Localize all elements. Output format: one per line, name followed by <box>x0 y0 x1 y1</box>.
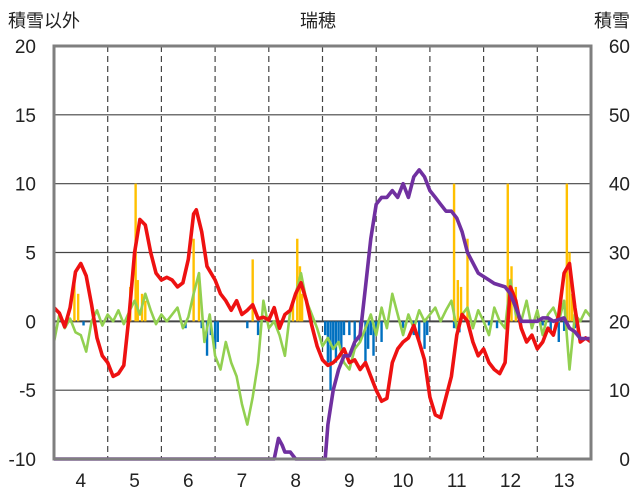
orange-bar-13 <box>300 293 304 322</box>
blue-bar-36 <box>541 321 544 326</box>
left-tick-label-6: -10 <box>9 450 36 471</box>
orange-bar-12 <box>298 266 302 322</box>
blue-bar-21 <box>366 321 370 349</box>
x-tick-label-6: 10 <box>392 471 413 492</box>
left-tick-label-2: 10 <box>15 175 36 196</box>
right-tick-label-0: 60 <box>609 37 630 58</box>
blue-bar-14 <box>337 321 340 342</box>
right-axis-ticks: 60 50 40 30 20 10 0 <box>609 37 630 471</box>
blue-bar-5 <box>213 321 217 349</box>
blue-bar-16 <box>342 321 346 336</box>
purple-series-line <box>54 168 591 461</box>
blue-bar-12 <box>332 321 335 349</box>
red-series-line <box>52 208 593 420</box>
orange-bar-17 <box>466 238 469 322</box>
right-tick-label-2: 40 <box>609 175 630 196</box>
blue-bar-20 <box>364 321 367 363</box>
blue-bar-33 <box>487 321 491 326</box>
blue-bar-11 <box>329 321 332 391</box>
blue-bar-25 <box>380 321 383 342</box>
x-tick-label-4: 8 <box>290 471 301 492</box>
blue-bar-2 <box>200 321 203 329</box>
blue-bar-31 <box>452 321 456 329</box>
right-tick-label-6: 0 <box>619 450 630 471</box>
orange-bar-8 <box>197 273 201 322</box>
blue-bar-18 <box>353 321 356 349</box>
right-tick-label-3: 30 <box>609 244 630 265</box>
left-tick-label-0: 20 <box>15 37 36 58</box>
blue-bar-22 <box>369 321 373 336</box>
blue-bar-29 <box>423 321 426 349</box>
orange-bar-0 <box>73 280 76 322</box>
x-tick-label-8: 12 <box>500 471 521 492</box>
blue-bar-3 <box>205 321 209 356</box>
green-series-line <box>52 271 593 426</box>
blue-bar-38 <box>557 321 560 342</box>
right-tick-label-1: 50 <box>609 106 630 127</box>
blue-bar-0 <box>82 321 85 326</box>
orange-bar-16 <box>459 286 463 322</box>
left-tick-label-5: -5 <box>19 381 36 402</box>
blue-bar-24 <box>375 321 378 336</box>
blue-bar-15 <box>340 321 343 356</box>
blue-bar-10 <box>326 321 330 363</box>
left-axis-title: 積雪以外 <box>8 11 80 32</box>
left-axis-ticks: 20 15 10 5 0 -5 -10 <box>9 37 36 471</box>
right-tick-label-5: 10 <box>609 381 630 402</box>
blue-bar-39 <box>562 321 566 331</box>
orange-bar-15 <box>456 280 460 322</box>
blue-bar-6 <box>216 321 219 342</box>
orange-bar-22 <box>568 252 571 322</box>
orange-bar-6 <box>144 300 147 322</box>
x-tick-label-7: 11 <box>447 471 467 492</box>
blue-bar-28 <box>417 321 421 342</box>
left-tick-label-3: 5 <box>25 244 36 265</box>
right-tick-label-4: 20 <box>609 312 630 333</box>
chart-title: 瑞穂 <box>300 11 336 32</box>
orange-bar-23 <box>571 293 574 322</box>
orange-bar-9 <box>251 259 254 322</box>
plot-frame <box>52 44 593 461</box>
blue-bar-37 <box>549 321 552 333</box>
x-tick-label-5: 9 <box>344 471 355 492</box>
lines <box>52 168 593 461</box>
blue-bar-26 <box>401 321 405 329</box>
blue-bar-34 <box>495 321 499 329</box>
blue-bar-17 <box>348 321 351 336</box>
orange-bar-21 <box>565 183 569 322</box>
left-tick-label-4: 0 <box>25 312 36 333</box>
blue-bar-13 <box>334 321 338 363</box>
x-axis-ticks: 4 5 6 7 8 9 10 11 12 13 <box>76 471 575 492</box>
orange-bar-10 <box>291 300 295 322</box>
orange-bar-7 <box>192 238 195 322</box>
x-tick-label-9: 13 <box>554 471 575 492</box>
orange-bar-11 <box>296 238 299 322</box>
blue-bar-30 <box>426 321 429 336</box>
left-tick-label-1: 15 <box>15 106 36 127</box>
right-axis-title: 積雪 <box>594 11 630 32</box>
x-tick-label-2: 6 <box>183 471 194 492</box>
orange-bar-1 <box>76 293 80 322</box>
blue-bar-8 <box>256 321 260 336</box>
orange-bar-4 <box>136 280 139 322</box>
blue-bar-23 <box>372 321 375 356</box>
x-tick-label-0: 4 <box>76 471 87 492</box>
x-tick-label-1: 5 <box>129 471 140 492</box>
orange-bar-14 <box>452 183 456 322</box>
orange-bar-18 <box>506 183 509 322</box>
blue-bar-9 <box>323 321 327 336</box>
x-tick-label-3: 7 <box>237 471 248 492</box>
blue-bar-7 <box>246 321 249 329</box>
